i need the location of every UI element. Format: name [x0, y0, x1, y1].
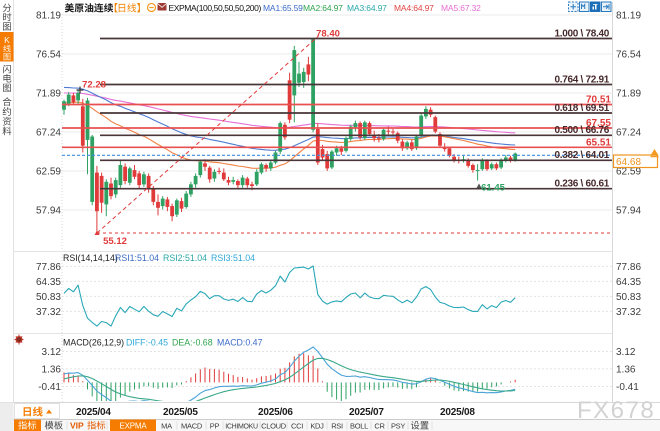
svg-text:2025/08: 2025/08	[440, 407, 475, 418]
svg-text:3.12: 3.12	[616, 347, 636, 358]
svg-text:61.45: 61.45	[481, 183, 505, 194]
svg-text:PSY: PSY	[391, 421, 405, 430]
svg-text:70.51: 70.51	[586, 95, 611, 106]
svg-text:DIFF:-0.45: DIFF:-0.45	[126, 338, 168, 348]
svg-text:81.19: 81.19	[36, 11, 61, 22]
svg-text:77.86: 77.86	[36, 262, 61, 273]
svg-text:37.32: 37.32	[616, 307, 641, 318]
svg-text:78.40: 78.40	[316, 29, 340, 40]
svg-text:37.32: 37.32	[36, 307, 61, 318]
svg-text:ICHIMOKU: ICHIMOKU	[225, 423, 258, 430]
svg-text:CCI: CCI	[291, 421, 303, 430]
svg-text:1.36: 1.36	[42, 364, 62, 375]
svg-text:-0.41: -0.41	[38, 382, 61, 393]
svg-text:71.89: 71.89	[616, 89, 641, 100]
svg-text:0.500 \ 66.76: 0.500 \ 66.76	[555, 125, 610, 136]
svg-text:KDJ: KDJ	[310, 421, 324, 430]
svg-text:2025/06: 2025/06	[258, 407, 293, 418]
svg-text:CR: CR	[374, 421, 385, 430]
svg-text:BOLL: BOLL	[350, 421, 368, 430]
svg-text:65.51: 65.51	[586, 138, 611, 149]
svg-text:0.382 \ 64.01: 0.382 \ 64.01	[555, 150, 610, 161]
svg-text:PP: PP	[210, 421, 220, 430]
svg-text:MA5:67.32: MA5:67.32	[441, 3, 481, 13]
svg-text:57.94: 57.94	[36, 206, 61, 217]
svg-text:MACD:0.47: MACD:0.47	[217, 338, 263, 348]
svg-text:81.19: 81.19	[616, 11, 641, 22]
svg-text:0.236 \ 60.61: 0.236 \ 60.61	[555, 179, 610, 190]
svg-text:76.54: 76.54	[36, 50, 61, 61]
svg-text:VIP: VIP	[70, 421, 84, 431]
svg-text:76.54: 76.54	[616, 50, 641, 61]
svg-text:CLOUD: CLOUD	[261, 421, 287, 430]
svg-text:77.86: 77.86	[616, 262, 641, 273]
svg-text:0.764 \ 72.91: 0.764 \ 72.91	[555, 74, 610, 85]
svg-text:EXPMA(100,50,50,50,200): EXPMA(100,50,50,50,200)	[169, 3, 262, 13]
svg-text:62.59: 62.59	[36, 167, 61, 178]
svg-text:RSI(14,14,14): RSI(14,14,14)	[63, 253, 118, 263]
svg-text:0.618 \ 69.51: 0.618 \ 69.51	[555, 103, 610, 114]
svg-text:RSI2:51.04: RSI2:51.04	[163, 253, 207, 263]
svg-text:50.83: 50.83	[616, 292, 641, 303]
svg-text:-0.41: -0.41	[616, 382, 639, 393]
svg-text:2025/04: 2025/04	[76, 407, 111, 418]
svg-text:62.59: 62.59	[616, 167, 641, 178]
svg-text:RSI3:51.04: RSI3:51.04	[211, 253, 255, 263]
svg-text:2025/07: 2025/07	[349, 407, 384, 418]
svg-text:72.28: 72.28	[82, 80, 106, 91]
svg-text:1.000 \ 78.40: 1.000 \ 78.40	[555, 28, 610, 39]
svg-text:RSI1:51.04: RSI1:51.04	[115, 253, 159, 263]
svg-text:55.12: 55.12	[103, 236, 127, 247]
svg-text:MACD: MACD	[181, 421, 203, 430]
svg-text:EXPMA: EXPMA	[119, 421, 147, 430]
svg-text:3.12: 3.12	[42, 347, 62, 358]
svg-text:64.35: 64.35	[36, 277, 61, 288]
svg-text:1.36: 1.36	[616, 364, 636, 375]
svg-text:64.35: 64.35	[616, 277, 641, 288]
svg-text:RSI: RSI	[331, 421, 343, 430]
svg-text:MA4:64.97: MA4:64.97	[394, 3, 434, 13]
svg-text:K: K	[4, 35, 10, 45]
svg-text:DEA:-0.68: DEA:-0.68	[172, 338, 213, 348]
svg-text:71.89: 71.89	[36, 89, 61, 100]
svg-text:67.55: 67.55	[586, 118, 611, 129]
svg-text:MA3:64.97: MA3:64.97	[347, 3, 387, 13]
svg-text:57.94: 57.94	[616, 206, 641, 217]
svg-text:64.68: 64.68	[616, 157, 641, 168]
svg-text:67.24: 67.24	[36, 128, 61, 139]
svg-text:67.24: 67.24	[616, 128, 641, 139]
svg-text:MA: MA	[161, 421, 172, 430]
svg-text:2025/05: 2025/05	[163, 407, 198, 418]
svg-text:50.83: 50.83	[36, 292, 61, 303]
svg-text:MA2:64.97: MA2:64.97	[303, 3, 343, 13]
svg-text:MA1:65.59: MA1:65.59	[263, 3, 303, 13]
svg-text:MACD(26,12,9): MACD(26,12,9)	[63, 338, 124, 348]
